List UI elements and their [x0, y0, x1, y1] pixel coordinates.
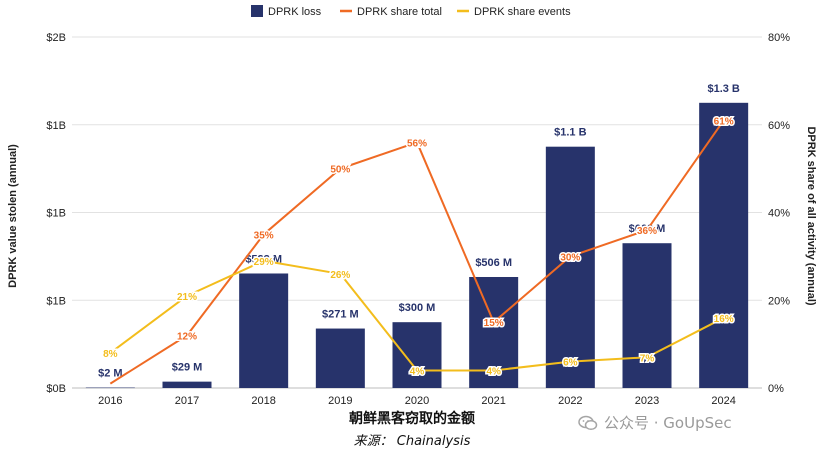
- point-label: 16%: [714, 314, 734, 325]
- legend-item: DPRK loss: [251, 5, 322, 18]
- bar-2023: [622, 243, 672, 388]
- x-tick-label: 2019: [328, 395, 352, 407]
- legend-label: DPRK loss: [268, 6, 322, 18]
- line-dprk-share-events: [109, 259, 725, 372]
- left-tick-label: $1B: [46, 120, 66, 132]
- legend-swatch: [251, 5, 263, 17]
- bar-2016: [85, 387, 135, 389]
- right-axis-label: DPRK share of all activity (annual): [805, 126, 817, 305]
- right-tick-label: 20%: [768, 295, 790, 307]
- x-tick-label: 2022: [558, 395, 582, 407]
- point-label: 36%: [637, 226, 657, 237]
- bar-label-2019: $271 M: [322, 309, 359, 321]
- left-axis-label: DPRK value stolen (annual): [7, 144, 19, 288]
- lines: 12% 35% 50% 56% 15% 30% 36% 61% 8% 21% 29% 26% 4% 4% 6…: [102, 115, 735, 385]
- point-label: 61%: [714, 116, 734, 127]
- point-label: 12%: [177, 331, 197, 342]
- bars: [85, 102, 749, 389]
- point-label: 29%: [254, 257, 274, 268]
- point-label: 56%: [407, 138, 427, 149]
- x-tick-label: 2023: [635, 395, 659, 407]
- bar-label-2016: $2 M: [98, 368, 122, 380]
- left-tick-label: $0B: [46, 383, 66, 395]
- bar-label-2020: $300 M: [399, 302, 436, 314]
- right-tick-label: 0%: [768, 383, 784, 395]
- bar-label-2017: $29 M: [172, 362, 203, 374]
- line-dprk-share-total: [109, 119, 725, 385]
- chart: $0B $1B $1B $1B $2B 0% 20% 40% 60% 80% DPRK valu…: [7, 5, 817, 407]
- x-tick-label: 2020: [405, 395, 429, 407]
- point-label: 4%: [410, 366, 425, 377]
- x-axis-ticks: 2016 2017 2018 2019 2020 2021 2022 2023 2024: [98, 395, 736, 407]
- bar-labels: $2 M $29 M$522 M$271 M$300 M$506 M$1.1 B$…: [98, 83, 740, 380]
- right-tick-label: 80%: [768, 32, 790, 44]
- left-tick-label: $2B: [46, 32, 66, 44]
- bar-2024: [699, 102, 749, 388]
- bar-2020: [392, 322, 442, 388]
- point-label: 26%: [330, 270, 350, 281]
- x-tick-label: 2021: [481, 395, 505, 407]
- bar-label-2021: $506 M: [475, 257, 512, 269]
- bar-label-2022: $1.1 B: [554, 127, 586, 139]
- bar-2018: [239, 273, 289, 388]
- point-label: 50%: [330, 165, 350, 176]
- caption-title: 朝鲜黑客窃取的金额: [349, 411, 475, 427]
- point-label: 35%: [254, 230, 274, 241]
- point-label: 21%: [177, 292, 197, 303]
- point-label: 7%: [640, 353, 655, 364]
- left-axis-ticks: $0B $1B $1B $1B $2B: [46, 32, 66, 395]
- bar-2019: [315, 328, 365, 388]
- bar-label-2024: $1.3 B: [707, 83, 739, 95]
- legend-label: DPRK share total: [357, 6, 442, 18]
- legend: DPRK loss DPRK share total DPRK share even…: [251, 5, 571, 18]
- x-tick-label: 2024: [711, 395, 735, 407]
- wechat-icon: [578, 415, 598, 431]
- legend-item: DPRK share events: [457, 6, 571, 18]
- right-tick-label: 40%: [768, 208, 790, 220]
- legend-label: DPRK share events: [474, 6, 571, 18]
- x-tick-label: 2018: [251, 395, 275, 407]
- caption-source: 来源： Chainalysis: [353, 434, 471, 449]
- point-label: 30%: [560, 252, 580, 263]
- watermark: 公众号 · GoUpSec: [578, 412, 732, 433]
- point-label: 8%: [103, 349, 118, 360]
- bar-2017: [162, 381, 212, 388]
- left-tick-label: $1B: [46, 295, 66, 307]
- x-tick-label: 2016: [98, 395, 122, 407]
- left-tick-label: $1B: [46, 208, 66, 220]
- point-label: 6%: [563, 358, 578, 369]
- right-axis-ticks: 0% 20% 40% 60% 80%: [768, 32, 790, 395]
- x-tick-label: 2017: [175, 395, 199, 407]
- right-tick-label: 60%: [768, 120, 790, 132]
- point-label: 4%: [486, 366, 501, 377]
- watermark-text: 公众号 · GoUpSec: [604, 414, 732, 432]
- point-label: 15%: [484, 318, 504, 329]
- legend-item: DPRK share total: [340, 6, 442, 18]
- bar-2022: [545, 146, 595, 388]
